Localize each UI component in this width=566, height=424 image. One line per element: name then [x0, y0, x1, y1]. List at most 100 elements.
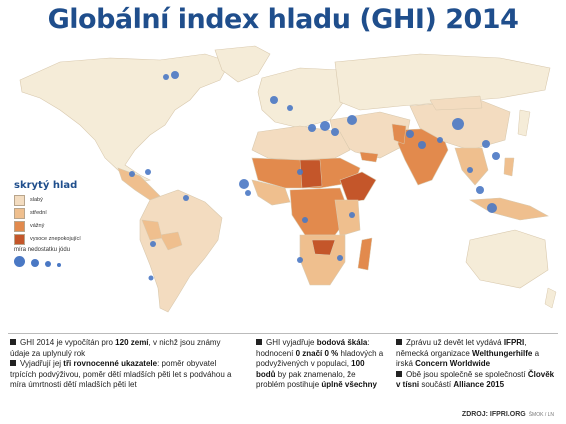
yemen [359, 151, 379, 163]
world-map-svg [19, 45, 557, 313]
note-5: Obě jsou společně se společností Člověk … [396, 370, 556, 391]
legend-label: slabý [30, 197, 43, 203]
madagascar [357, 237, 373, 271]
note-3: GHI vyjadřuje bodová škála: hodnocení 0 … [256, 338, 386, 391]
iodine-dot [492, 152, 500, 160]
note-bold: úplně všechny [321, 380, 377, 389]
se-asia [454, 147, 489, 186]
iodine-dot [476, 186, 484, 194]
footer-divider [8, 333, 558, 334]
iodine-dot [320, 121, 330, 131]
legend-dot [45, 261, 51, 267]
australia [465, 229, 549, 289]
pakistan [391, 123, 407, 145]
east-africa [334, 199, 361, 237]
iodine-dot [487, 203, 497, 213]
iodine-dot [337, 255, 343, 261]
iodine-dot [245, 190, 251, 196]
iodine-dot [418, 141, 426, 149]
note-bold: tři rovnocenné ukazatele [63, 359, 158, 368]
footer-col-2: GHI vyjadřuje bodová škála: hodnocení 0 … [256, 338, 386, 391]
iodine-dot [171, 71, 179, 79]
legend-dot [57, 263, 61, 267]
note-bold: bodová škála [316, 338, 368, 347]
iodine-dot [163, 74, 169, 80]
russia [334, 53, 551, 111]
bullet-icon [10, 339, 16, 345]
note-bold: 0 značí 0 % [295, 348, 339, 358]
note-1: GHI 2014 je vypočítán pro 120 zemí, v ni… [10, 338, 240, 359]
legend-item-vazny: vážný [14, 220, 124, 232]
zambia [311, 239, 336, 256]
map-legend: skrytý hlad slabý střední vážný vysoce z… [14, 180, 124, 267]
iodine-dot [308, 124, 316, 132]
bolivia [159, 231, 183, 251]
iodine-dot [302, 217, 308, 223]
iodine-dot [349, 212, 355, 218]
map-title: Globální index hladu (GHI) 2014 [47, 4, 519, 35]
legend-item-vysoce-znepokojujici: vysoce znepokojující [14, 233, 124, 245]
note-2: Vyjadřují jej tři rovnocenné ukazatele: … [10, 359, 240, 391]
legend-item-slaby: slabý [14, 194, 124, 206]
footer-col-3: Zprávu už devět let vydává IFPRI, německ… [396, 338, 556, 391]
greenland [214, 45, 271, 83]
legend-label: vážný [30, 223, 45, 229]
mongolia [429, 95, 483, 111]
source-label: ZDROJ: IFPRI.ORG [461, 411, 526, 418]
note-bold: Alliance 2015 [453, 380, 505, 389]
central-america [117, 167, 161, 201]
chad [299, 159, 323, 189]
note-text: , v nichž jsou známy údaje za uplynulý r… [10, 338, 221, 358]
footer-notes: GHI 2014 je vypočítán pro 120 zemí, v ni… [10, 338, 560, 418]
note-4: Zprávu už devět let vydává IFPRI, německ… [396, 338, 556, 370]
iodine-dot [406, 130, 414, 138]
footer-col-1: GHI 2014 je vypočítán pro 120 zemí, v ni… [10, 338, 240, 391]
note-text: a irská [396, 348, 540, 369]
japan [517, 109, 531, 137]
iodine-dot [145, 169, 151, 175]
iodine-dot [331, 128, 339, 136]
note-text: hladových a podvyživených v populaci, [256, 348, 384, 369]
west-africa [251, 179, 291, 206]
iodine-dots [129, 71, 500, 281]
legend-swatch [14, 220, 25, 232]
note-text: Vyjadřují jej [20, 359, 64, 368]
iodine-dot [297, 169, 303, 175]
peru [141, 219, 163, 241]
note-text: GHI 2014 je vypočítán pro [20, 338, 116, 347]
bullet-icon [396, 370, 402, 377]
legend-swatch [14, 207, 25, 219]
note-text: : hodnocení [256, 338, 370, 358]
iodine-dot [239, 179, 249, 189]
iodine-dot [297, 257, 303, 263]
iodine-dot [270, 96, 278, 104]
note-text: Obě jsou společně se společností [406, 369, 528, 379]
indonesia [469, 197, 549, 221]
iodine-dot [287, 105, 293, 111]
source-author: ŠMOK / LN [528, 412, 554, 418]
note-bold: IFPRI [503, 338, 525, 347]
south-america [139, 189, 223, 313]
legend-dots-label: míra nedostatku jódu [14, 247, 71, 253]
legend-title: skrytý hlad [14, 180, 78, 191]
iodine-dot [129, 171, 135, 177]
philippines [503, 157, 515, 177]
legend-dot [14, 256, 25, 267]
note-bold: Welthungerhilfe [472, 348, 533, 358]
bullet-icon [396, 339, 402, 345]
bullet-icon [256, 339, 262, 345]
new-zealand [544, 287, 557, 309]
note-text: , německá organizace [396, 338, 527, 358]
source-credit: ZDROJ: IFPRI.ORG ŠMOK / LN [462, 411, 554, 418]
note-text: GHI vyjadřuje [266, 338, 317, 347]
iodine-dot [150, 241, 156, 247]
note-bold: Člověk v tísni [396, 369, 555, 390]
europe [257, 67, 346, 129]
legend-swatch [14, 233, 25, 245]
iodine-dot [437, 137, 443, 143]
legend-swatch [14, 194, 25, 206]
iodine-dot [452, 118, 464, 130]
legend-item-stredni: střední [14, 207, 124, 219]
note-text: : poměr obyvatel trpících podvýživou, po… [10, 359, 232, 389]
bullet-icon [10, 360, 16, 366]
